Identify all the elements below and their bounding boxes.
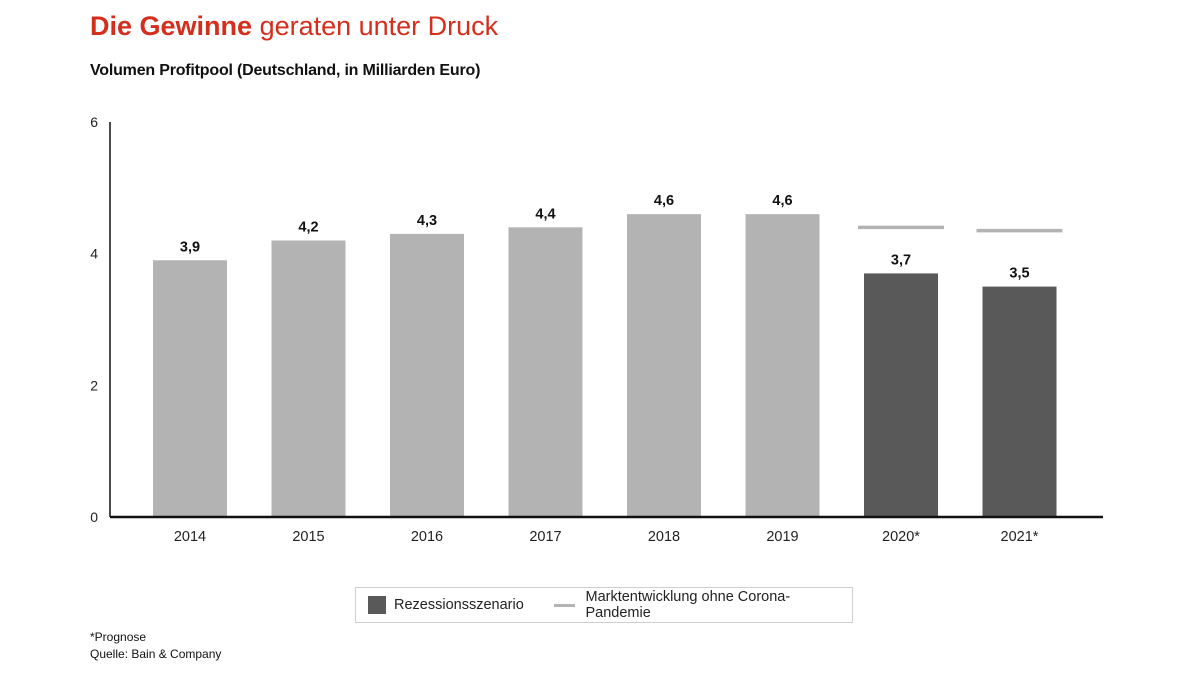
bar	[627, 214, 701, 517]
bar-value-label: 4,3	[417, 213, 437, 229]
bar	[508, 227, 583, 518]
legend-line-market	[553, 603, 576, 607]
bar	[864, 273, 938, 517]
bar-value-label: 3,7	[891, 252, 911, 268]
x-tick-label: 2020*	[882, 529, 920, 545]
title-bold: Die Gewinne	[90, 11, 253, 41]
bar-value-label: 4,6	[772, 193, 792, 209]
legend: Rezessionsszenario Marktentwicklung ohne…	[355, 587, 853, 623]
chart-subtitle: Volumen Profitpool (Deutschland, in Mill…	[90, 62, 481, 79]
x-tick-label: 2021*	[1001, 529, 1039, 545]
chart-title: Die Gewinne geraten unter Druck	[90, 9, 498, 43]
bar	[390, 233, 464, 517]
y-tick-label: 2	[90, 377, 98, 393]
x-tick-label: 2014	[174, 529, 206, 545]
y-tick-label: 4	[90, 246, 98, 262]
footnote-source: Quelle: Bain & Company	[90, 647, 222, 661]
legend-label-recession: Rezessionsszenario	[394, 597, 524, 613]
x-tick-label: 2019	[766, 529, 798, 545]
x-tick-label: 2015	[292, 529, 324, 545]
title-rest: geraten unter Druck	[259, 11, 499, 41]
x-tick-label: 2018	[648, 529, 680, 545]
legend-item-market: Marktentwicklung ohne Corona-Pandemie	[524, 589, 852, 621]
bar-chart: 0 2 4 6 3,9 2014 4,2 2015 4,3 2016 4,4 2017 4,6 2018 4…	[90, 114, 1103, 545]
legend-swatch-recession	[368, 596, 386, 614]
x-tick-label: 2016	[411, 529, 443, 545]
bar-value-label: 3,5	[1009, 266, 1029, 282]
bar	[982, 286, 1057, 517]
legend-label-market: Marktentwicklung ohne Corona-Pandemie	[585, 589, 791, 621]
bar	[745, 214, 820, 517]
legend-item-recession: Rezessionsszenario	[356, 596, 524, 614]
y-tick-label: 6	[90, 114, 98, 130]
footnote-forecast: *Prognose	[90, 630, 147, 644]
x-tick-label: 2017	[529, 529, 561, 545]
bar-value-label: 4,4	[535, 206, 555, 222]
bar-value-label: 4,2	[298, 220, 318, 236]
y-tick-label: 0	[90, 509, 98, 525]
bar	[271, 240, 346, 517]
bar-value-label: 3,9	[180, 239, 200, 255]
bar	[153, 260, 227, 517]
bar-value-label: 4,6	[654, 193, 674, 209]
